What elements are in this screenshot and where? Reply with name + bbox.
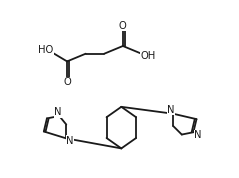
Text: O: O (119, 21, 127, 31)
Text: N: N (66, 136, 74, 146)
Text: O: O (63, 77, 71, 87)
Text: N: N (54, 107, 61, 117)
Text: OH: OH (140, 51, 155, 61)
Text: N: N (194, 130, 202, 140)
Text: N: N (167, 105, 175, 115)
Text: HO: HO (38, 45, 53, 55)
